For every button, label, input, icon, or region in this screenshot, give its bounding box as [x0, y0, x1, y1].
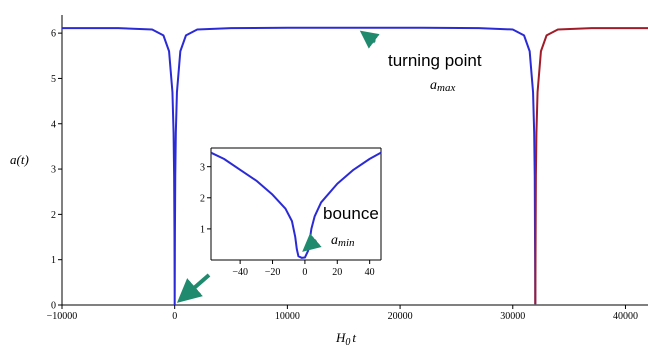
- inset-x-tick-label: 20: [332, 267, 342, 278]
- inset-series: [210, 151, 382, 259]
- inset-chart: −40 −20 0 20 40 1 2 3 bounce amin: [200, 147, 382, 278]
- main-y-tick-label: 4: [51, 119, 56, 130]
- a-min-sub: min: [338, 237, 355, 249]
- inset-x-tick-label: 40: [365, 267, 375, 278]
- main-y-tick-label: 0: [51, 301, 56, 312]
- main-y-tick-label: 3: [51, 165, 56, 176]
- main-x-tick-label: 10000: [275, 311, 300, 322]
- main-y-tick-label: 6: [51, 29, 56, 40]
- main-x-tick-label: 20000: [388, 311, 413, 322]
- a-max-sub: max: [437, 82, 455, 94]
- main-x-tick-label: 0: [172, 311, 177, 322]
- y-axis-label: a(t): [10, 152, 29, 167]
- bounce-arrow-inset: [302, 233, 322, 252]
- bounce-label: bounce: [323, 204, 379, 223]
- main-series: [62, 26, 648, 306]
- bounce-annotation: bounce amin: [302, 204, 379, 252]
- main-x-tick-label: 40000: [613, 311, 638, 322]
- turning-point-annotation: turning point amax: [359, 30, 482, 94]
- inset-x-tick-label: −40: [232, 267, 248, 278]
- a-min-label: amin: [331, 233, 355, 249]
- main-y-tick-label: 1: [51, 255, 56, 266]
- inset-y-tick-label: 3: [200, 163, 205, 174]
- a-max-main: a: [430, 78, 437, 93]
- inset-series-line-0: [210, 151, 382, 259]
- main-x-tick-label: −10000: [47, 311, 78, 322]
- inset-y-tick-label: 2: [200, 194, 205, 205]
- main-axes: [61, 15, 648, 306]
- main-y-tick-label: 2: [51, 210, 56, 221]
- inset-x-tick-label: 0: [302, 267, 307, 278]
- main-y-tick-label: 5: [51, 74, 56, 85]
- bounce-arrow-main: [176, 273, 211, 303]
- a-max-label: amax: [430, 78, 455, 94]
- inset-y-tick-label: 1: [200, 225, 205, 236]
- x-axis-label: H0 t: [335, 330, 356, 348]
- x-axis-label-sub: 0: [345, 337, 350, 348]
- inset-ticks: −40 −20 0 20 40 1 2 3: [200, 163, 375, 278]
- main-x-tick-label: 30000: [500, 311, 525, 322]
- x-axis-label-tail: t: [352, 330, 356, 345]
- a-min-main: a: [331, 233, 338, 248]
- x-axis-label-main: H: [335, 330, 346, 345]
- inset-x-tick-label: −20: [265, 267, 281, 278]
- turning-point-label: turning point: [388, 51, 482, 70]
- main-series-line-1: [534, 27, 648, 305]
- turning-point-arrow: [359, 30, 380, 49]
- main-series-line-0: [62, 26, 537, 306]
